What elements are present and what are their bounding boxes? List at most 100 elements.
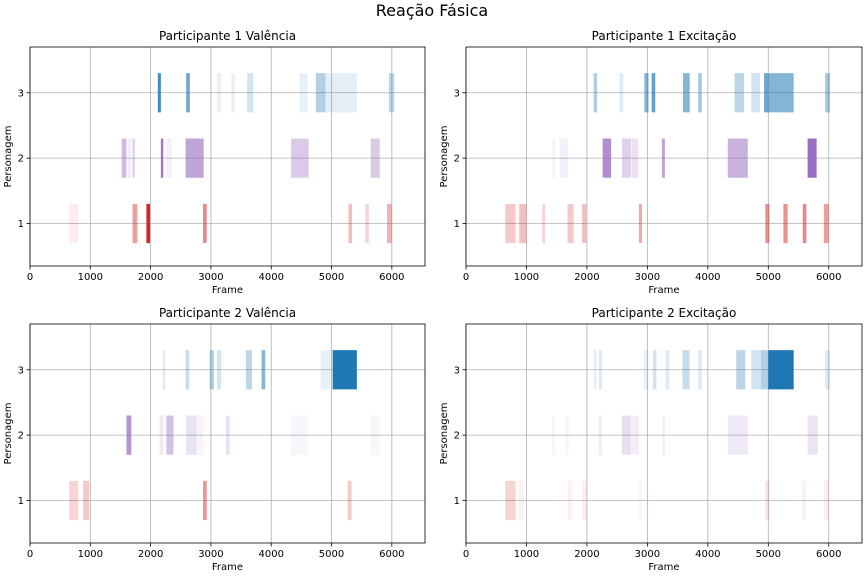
bar-segment-personagem-3 <box>299 73 308 113</box>
bar-segment-personagem-2 <box>160 138 164 178</box>
axes-frame <box>465 323 863 544</box>
bar-segment-personagem-2 <box>552 415 555 455</box>
panel-title: Participante 2 Excitação <box>592 306 737 320</box>
bar-segment-personagem-2 <box>291 138 309 178</box>
bar-segment-personagem-3 <box>231 73 236 113</box>
x-tick-label: 5000 <box>319 272 344 283</box>
bar-segment-personagem-2 <box>807 415 818 455</box>
x-tick-label: 4000 <box>258 549 283 560</box>
y-tick-label: 3 <box>454 88 460 99</box>
bar-segment-personagem-3 <box>768 350 794 390</box>
bar-segment-personagem-3 <box>216 350 222 390</box>
bar-segment-personagem-1 <box>83 480 90 521</box>
panel-title: Participante 1 Valência <box>159 29 296 43</box>
bar-segment-personagem-1 <box>783 203 788 244</box>
bar-segment-personagem-2 <box>196 415 204 455</box>
bar-segment-personagem-3 <box>261 350 266 390</box>
y-tick-label: 1 <box>454 219 460 230</box>
axes-frame <box>29 323 426 544</box>
x-tick-label: 1000 <box>78 549 103 560</box>
panel-title: Participante 1 Excitação <box>592 29 737 43</box>
y-tick-label: 1 <box>454 496 460 507</box>
bar-segment-personagem-1 <box>505 480 516 521</box>
bar-segment-personagem-1 <box>582 203 587 244</box>
figure-title: Reação Fásica <box>376 1 488 20</box>
bar-segment-personagem-2 <box>565 415 569 455</box>
bars-layer <box>505 73 830 244</box>
bar-segment-personagem-1 <box>582 480 587 521</box>
bar-segment-personagem-2 <box>127 138 132 178</box>
x-tick-label: 3000 <box>198 549 223 560</box>
bar-segment-personagem-3 <box>332 350 357 390</box>
bar-segment-personagem-1 <box>146 203 151 244</box>
x-tick-label: 6000 <box>816 549 841 560</box>
bar-segment-personagem-3 <box>320 350 333 390</box>
x-tick-label: 4000 <box>695 272 720 283</box>
x-axis-label: Frame <box>648 285 679 296</box>
bar-segment-personagem-3 <box>599 350 603 390</box>
bar-segment-personagem-3 <box>682 350 690 390</box>
bar-segment-personagem-2 <box>552 138 555 178</box>
bar-segment-personagem-3 <box>734 73 745 113</box>
bar-segment-personagem-2 <box>126 415 132 455</box>
bar-segment-personagem-3 <box>764 73 769 113</box>
bar-segment-personagem-3 <box>683 73 690 113</box>
bar-segment-personagem-3 <box>209 350 214 390</box>
bar-segment-personagem-3 <box>388 73 395 113</box>
x-tick-label: 5000 <box>756 549 781 560</box>
bar-segment-personagem-1 <box>802 203 807 244</box>
y-axis-label: Personagem <box>439 403 450 465</box>
y-tick-label: 3 <box>18 365 24 376</box>
bar-segment-personagem-1 <box>765 480 770 521</box>
bar-segment-personagem-1 <box>203 480 207 521</box>
bar-segment-personagem-3 <box>157 73 161 113</box>
bar-segment-personagem-1 <box>69 480 79 521</box>
x-tick-label: 1000 <box>514 272 539 283</box>
bar-segment-personagem-3 <box>751 73 760 113</box>
chart-panel-3: 0 1000 2000 3000 4000 5000 6000 1 2 3 Participante… <box>3 306 426 573</box>
bar-segment-personagem-3 <box>162 350 166 390</box>
x-tick-label: 0 <box>463 272 469 283</box>
y-axis-label: Personagem <box>3 126 14 188</box>
x-tick-label: 2000 <box>574 549 599 560</box>
bar-segment-personagem-1 <box>567 480 573 521</box>
bar-segment-personagem-3 <box>736 350 746 390</box>
axes-frame <box>29 46 426 267</box>
x-axis-label: Frame <box>212 562 243 573</box>
bar-segment-personagem-1 <box>69 203 79 244</box>
bar-segment-personagem-1 <box>638 203 642 244</box>
x-tick-label: 6000 <box>379 272 404 283</box>
x-tick-label: 2000 <box>574 272 599 283</box>
x-tick-label: 1000 <box>514 549 539 560</box>
bar-segment-personagem-1 <box>542 203 546 244</box>
x-tick-label: 6000 <box>379 549 404 560</box>
chart-panel-2: 0 1000 2000 3000 4000 5000 6000 1 2 3 Participante… <box>439 29 863 296</box>
bar-segment-personagem-3 <box>245 350 252 390</box>
bar-segment-personagem-2 <box>165 138 172 178</box>
bar-segment-personagem-3 <box>643 350 649 390</box>
x-tick-label: 4000 <box>258 272 283 283</box>
y-tick-label: 2 <box>454 154 460 165</box>
y-axis-label: Personagem <box>439 126 450 188</box>
x-tick-label: 1000 <box>78 272 103 283</box>
bar-segment-personagem-1 <box>802 480 806 521</box>
y-tick-label: 2 <box>18 431 24 442</box>
bar-segment-personagem-3 <box>751 350 762 390</box>
x-tick-label: 3000 <box>198 272 223 283</box>
y-tick-label: 3 <box>454 365 460 376</box>
bar-segment-personagem-1 <box>132 203 138 244</box>
bar-segment-personagem-1 <box>567 203 574 244</box>
bar-segment-personagem-2 <box>185 138 204 178</box>
x-tick-label: 0 <box>27 549 33 560</box>
bar-segment-personagem-2 <box>370 415 380 455</box>
panel-title: Participante 2 Valência <box>159 306 296 320</box>
bar-segment-personagem-2 <box>166 415 174 455</box>
x-tick-label: 2000 <box>138 549 163 560</box>
bar-segment-personagem-3 <box>619 73 624 113</box>
bar-segment-personagem-1 <box>347 480 352 521</box>
x-tick-label: 4000 <box>695 549 720 560</box>
bar-segment-personagem-2 <box>291 415 309 455</box>
bars-layer <box>69 350 380 521</box>
bar-segment-personagem-3 <box>768 73 794 113</box>
bar-segment-personagem-1 <box>518 480 525 521</box>
